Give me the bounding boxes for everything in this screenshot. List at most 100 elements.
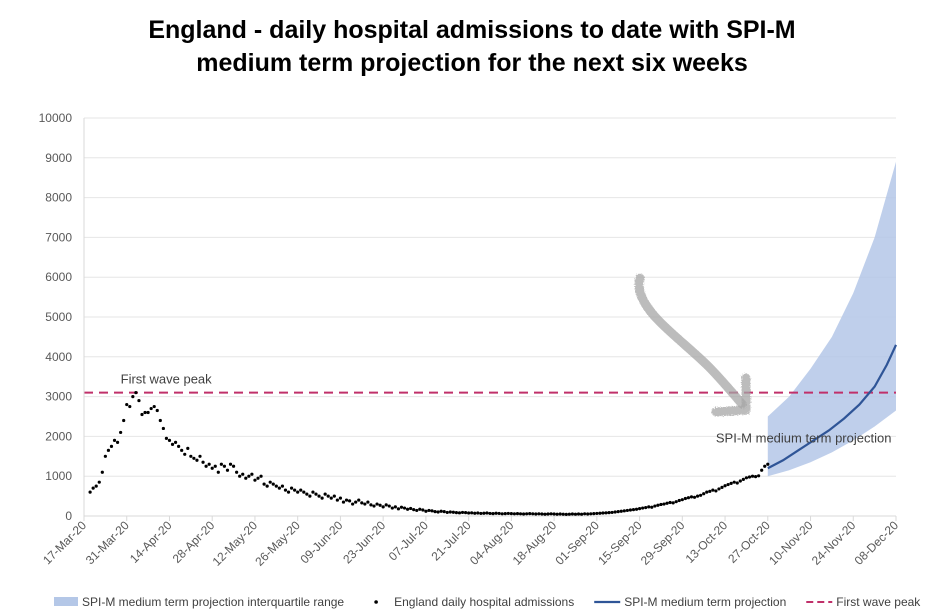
admissions-point	[158, 418, 162, 423]
admissions-point	[708, 489, 712, 493]
admissions-point	[268, 480, 272, 484]
admissions-point	[250, 472, 254, 476]
annotations: First wave peak SPI-M medium term project…	[121, 372, 892, 446]
admissions-point	[354, 500, 358, 504]
y-tick-label: 9000	[45, 151, 72, 165]
admissions-point	[381, 505, 385, 509]
admissions-point	[735, 481, 739, 485]
admissions-point	[344, 498, 349, 502]
admissions-point	[607, 511, 611, 515]
admissions-point	[115, 440, 120, 444]
admissions-point	[366, 500, 370, 504]
admissions-point	[512, 512, 517, 516]
admissions-point	[213, 464, 217, 468]
admissions-point	[296, 490, 300, 494]
admissions-point	[424, 509, 428, 513]
admissions-point	[360, 501, 364, 505]
admissions-point	[604, 511, 608, 515]
admissions-point	[525, 512, 529, 516]
admissions-point	[390, 506, 394, 510]
legend-label: England daily hospital admissions	[394, 595, 574, 609]
admissions-point	[610, 510, 614, 515]
admissions-point	[576, 512, 581, 516]
admissions-point	[518, 512, 523, 516]
admissions-point	[219, 462, 223, 466]
admissions-point	[628, 508, 633, 512]
admissions-point	[396, 507, 401, 511]
admissions-point	[567, 512, 571, 516]
x-tick-label: 12-May-20	[210, 518, 261, 569]
admissions-point	[247, 474, 251, 478]
admissions-point	[369, 503, 373, 507]
admissions-point	[589, 512, 593, 516]
admissions-point	[695, 494, 700, 498]
x-tick-label: 24-Nov-20	[809, 518, 859, 568]
admissions-point	[231, 464, 236, 468]
axes: 0 1000 2000 3000 4000 5000 6000 7000 8000 9000 100…	[39, 111, 902, 569]
admissions-point	[439, 509, 443, 513]
admissions-point	[473, 511, 477, 515]
admissions-point	[747, 475, 752, 479]
admissions-point	[506, 511, 510, 516]
projection-line-layer	[767, 344, 897, 470]
admissions-point	[192, 456, 196, 460]
admissions-point	[726, 482, 730, 487]
admissions-point	[546, 512, 550, 516]
y-tick-label: 6000	[45, 270, 72, 284]
x-tick-label: 14-Apr-20	[127, 518, 175, 566]
admissions-point	[198, 454, 202, 458]
admissions-point	[482, 511, 486, 515]
admissions-point	[757, 474, 761, 478]
admissions-point	[305, 492, 309, 496]
admissions-point	[738, 479, 742, 483]
admissions-point	[476, 511, 480, 515]
admissions-point	[717, 487, 721, 491]
admissions-point	[137, 398, 141, 403]
admissions-point	[146, 410, 150, 415]
first-wave-peak-label: First wave peak	[121, 372, 213, 387]
admissions-point	[741, 477, 745, 481]
admissions-point	[763, 464, 767, 468]
admissions-point	[228, 462, 233, 466]
admissions-point	[650, 505, 654, 509]
admissions-point	[427, 508, 431, 513]
admissions-point	[341, 500, 346, 504]
admissions-point	[509, 512, 513, 516]
admissions-point	[616, 510, 620, 514]
admissions-point	[601, 511, 605, 515]
admissions-point	[421, 508, 425, 512]
admissions-point	[189, 454, 193, 458]
admissions-point	[637, 507, 642, 511]
admissions-point	[119, 430, 123, 435]
admissions-point	[402, 506, 407, 510]
admissions-point	[112, 438, 117, 442]
admissions-point	[372, 504, 376, 508]
admissions-point	[186, 446, 190, 450]
admissions-point	[613, 510, 617, 514]
admissions-point	[308, 494, 312, 498]
admissions-point	[622, 509, 626, 513]
y-tick-label: 4000	[45, 350, 72, 364]
admissions-point	[235, 470, 239, 474]
admissions-point	[647, 505, 651, 509]
x-tick-label: 18-Aug-20	[510, 518, 560, 568]
admissions-point	[448, 510, 452, 514]
admissions-point	[283, 488, 288, 492]
admissions-point	[351, 502, 355, 506]
admissions-point	[222, 464, 227, 468]
admissions-point	[485, 511, 489, 515]
admissions-point	[412, 508, 416, 512]
admissions-point	[579, 512, 584, 516]
admissions-point	[656, 503, 660, 507]
admissions-point	[317, 494, 321, 498]
x-tick-label: 23-Jun-20	[340, 518, 388, 566]
annotation-arrow	[634, 273, 751, 417]
legend-band-swatch	[54, 597, 78, 606]
admissions-point	[555, 512, 559, 516]
admissions-point	[277, 486, 281, 490]
admissions-point	[699, 493, 703, 497]
x-tick-label: 17-Mar-20	[40, 518, 89, 567]
admissions-point	[488, 511, 492, 516]
x-tick-label: 26-May-20	[252, 518, 303, 569]
admissions-point	[418, 507, 422, 511]
